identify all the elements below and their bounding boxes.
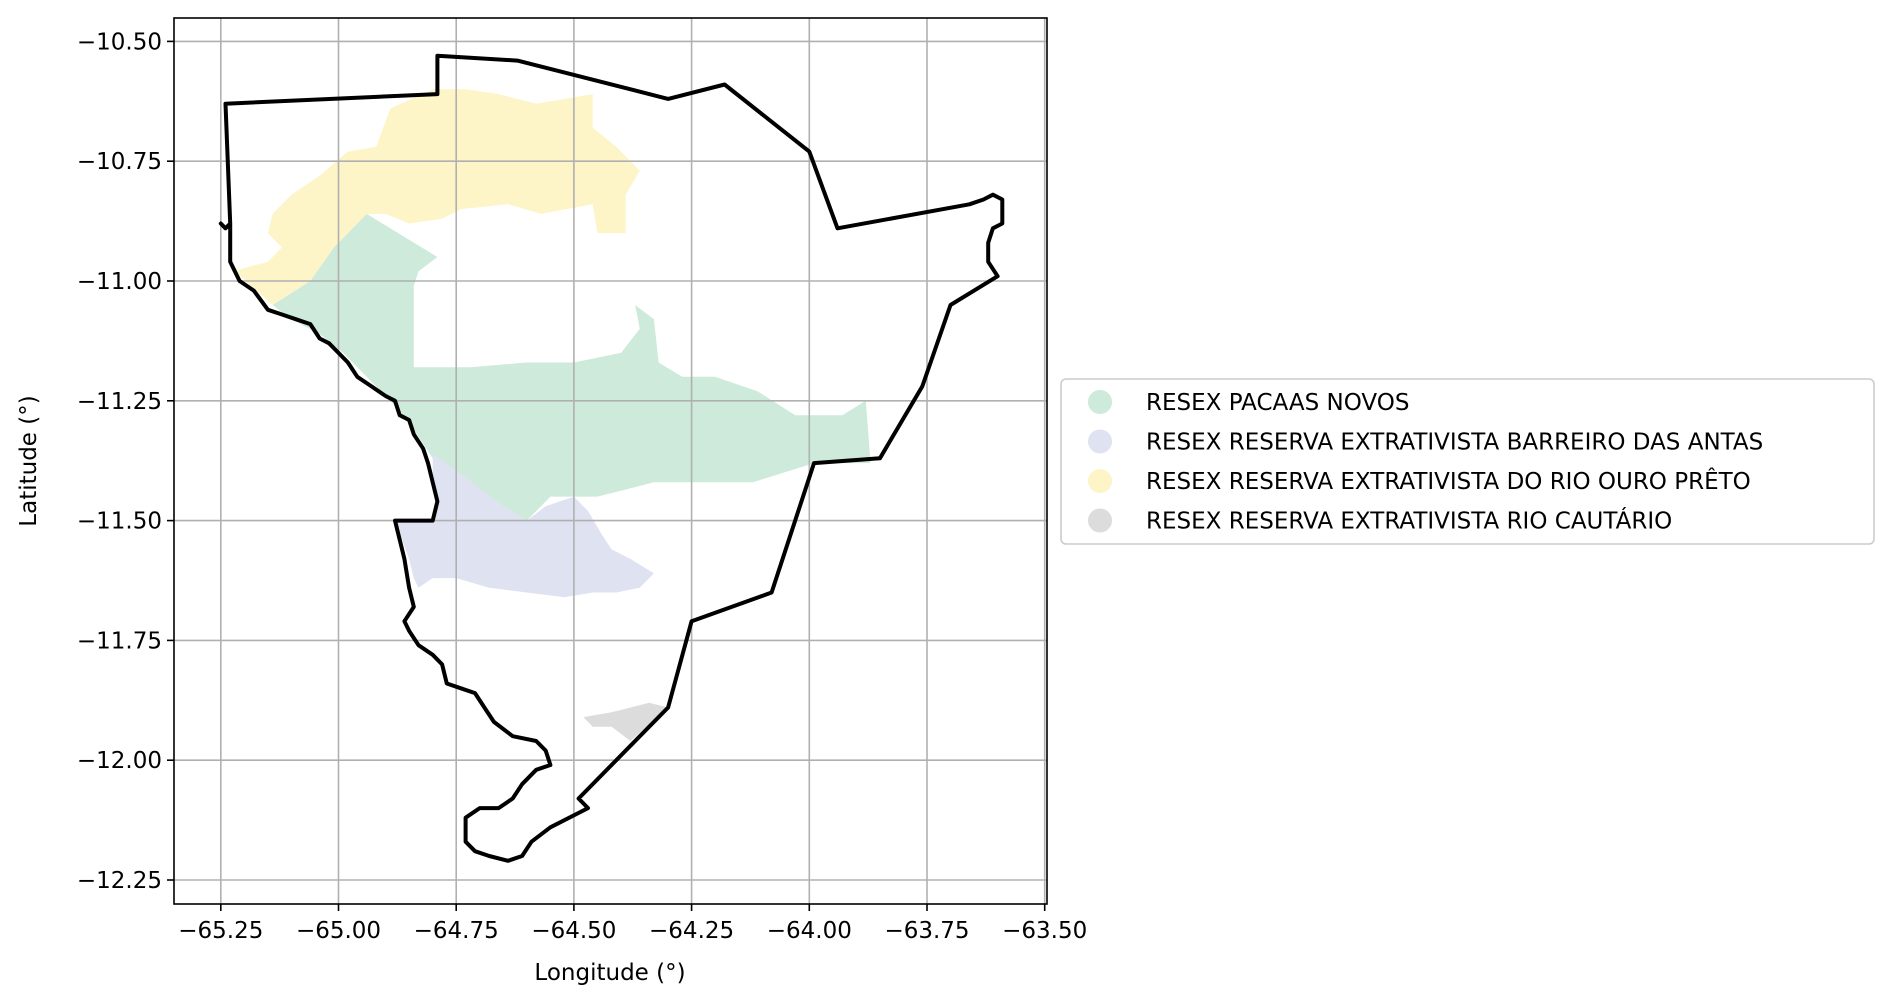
- y-tick-label: −11.75: [77, 628, 162, 654]
- legend-marker-resex-reserva-extrativista-barreiro-das-antas: [1088, 429, 1112, 454]
- x-tick-label: −63.50: [1002, 918, 1087, 944]
- protected-areas-layer: [234, 89, 871, 741]
- area-resex-reserva-extrativista-rio-cautario: [583, 702, 669, 741]
- plot-frame: [173, 17, 1048, 905]
- y-tick-label: −10.50: [77, 29, 162, 55]
- legend-marker-resex-reserva-extrativista-rio-cautario: [1088, 508, 1112, 533]
- area-resex-reserva-extrativista-do-rio-ouro-preto: [234, 89, 640, 305]
- x-tick-label: −65.00: [296, 918, 381, 944]
- y-tick-label: −12.25: [77, 868, 162, 894]
- legend-label-resex-pacaas-novos: RESEX PACAAS NOVOS: [1146, 390, 1409, 416]
- y-tick-label: −10.75: [77, 149, 162, 175]
- y-tick-label: −11.50: [77, 509, 162, 535]
- area-resex-reserva-extrativista-barreiro-das-antas: [395, 453, 654, 598]
- legend-marker-resex-reserva-extrativista-do-rio-ouro-preto: [1088, 469, 1112, 493]
- legend-label-resex-reserva-extrativista-rio-cautario: RESEX RESERVA EXTRATIVISTA RIO CAUTÁRIO: [1146, 507, 1672, 535]
- legend: RESEX PACAAS NOVOS RESEX RESERVA EXTRATIV…: [1060, 378, 1875, 545]
- legend-label-resex-reserva-extrativista-barreiro-das-antas: RESEX RESERVA EXTRATIVISTA BARREIRO DAS …: [1146, 430, 1763, 456]
- municipality-boundary-layer: [218, 53, 1005, 863]
- y-tick-label: −11.00: [77, 269, 162, 295]
- x-tick-label: −64.75: [414, 918, 499, 944]
- legend-label-resex-reserva-extrativista-do-rio-ouro-preto: RESEX RESERVA EXTRATIVISTA DO RIO OURO P…: [1146, 467, 1751, 495]
- gridlines: [174, 18, 1047, 904]
- x-tick-label: −64.50: [531, 918, 616, 944]
- y-tick-label: −12.00: [77, 748, 162, 774]
- area-resex-pacaas-novos: [272, 213, 871, 521]
- legend-marker-resex-pacaas-novos: [1088, 390, 1112, 414]
- y-axis-label: Latitude (°): [16, 395, 42, 526]
- municipality-boundary: [218, 53, 1005, 863]
- axis-ticks: −65.25 −65.00 −64.75 −64.50 −64.25 −64.00 −63.…: [77, 29, 1087, 944]
- x-tick-label: −63.75: [884, 918, 969, 944]
- legend-items: RESEX PACAAS NOVOS RESEX RESERVA EXTRATIV…: [1088, 390, 1763, 535]
- legend-box: [1060, 378, 1875, 545]
- x-axis-label: Longitude (°): [534, 960, 685, 986]
- y-tick-label: −11.25: [77, 389, 162, 415]
- x-tick-label: −64.00: [767, 918, 852, 944]
- x-tick-label: −64.25: [649, 918, 734, 944]
- x-tick-label: −65.25: [178, 918, 263, 944]
